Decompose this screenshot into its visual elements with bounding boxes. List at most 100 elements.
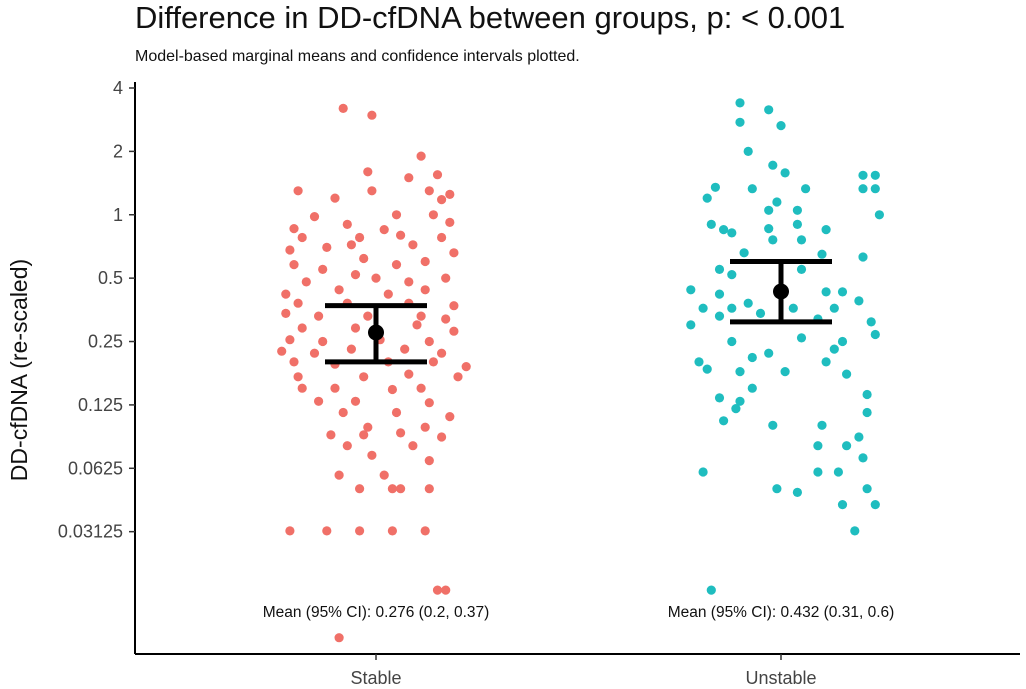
- stable-point: [404, 369, 414, 379]
- unstable-point: [747, 383, 757, 393]
- stable-point: [293, 372, 303, 382]
- unstable-point: [755, 308, 766, 318]
- unstable-point: [768, 235, 778, 245]
- stable-point: [441, 273, 451, 283]
- unstable-point: [866, 317, 876, 327]
- unstable-point: [698, 303, 708, 313]
- y-tick-label: 2: [113, 141, 123, 161]
- unstable-point: [747, 184, 757, 194]
- stable-point: [449, 301, 459, 311]
- stable-mean-point: [368, 324, 384, 341]
- stable-point: [363, 311, 373, 321]
- stable-point: [367, 450, 377, 460]
- stable-point: [432, 170, 443, 180]
- stable-point: [400, 344, 410, 354]
- unstable-point: [780, 168, 790, 178]
- stable-point: [281, 289, 291, 299]
- unstable-point: [858, 252, 868, 262]
- stable-point: [338, 407, 348, 418]
- stable-point: [359, 372, 369, 382]
- unstable-point: [796, 333, 807, 343]
- stable-point: [424, 484, 434, 494]
- chart-title: Difference in DD-cfDNA between groups, p…: [135, 0, 846, 35]
- unstable-point: [743, 146, 753, 156]
- unstable-point: [862, 407, 872, 418]
- stable-point: [359, 430, 369, 440]
- y-tick-label: 4: [113, 78, 123, 98]
- unstable-point: [837, 500, 848, 510]
- unstable-point: [698, 467, 708, 477]
- stable-point: [363, 422, 373, 432]
- chart-subtitle: Model-based marginal means and confidenc…: [135, 48, 580, 65]
- unstable-point: [817, 249, 827, 259]
- stable-point: [350, 323, 361, 333]
- unstable-point: [764, 205, 774, 215]
- stable-point: [297, 232, 307, 243]
- unstable-point: [829, 344, 839, 354]
- unstable-point: [796, 235, 807, 245]
- unstable-point: [735, 396, 745, 406]
- stable-point: [350, 396, 361, 406]
- unstable-point: [768, 420, 778, 430]
- stable-point: [309, 348, 320, 358]
- stable-point: [396, 484, 406, 494]
- stable-point: [297, 383, 307, 393]
- stable-point: [404, 173, 414, 183]
- stable-point: [322, 526, 332, 536]
- stable-point: [461, 362, 471, 372]
- unstable-point: [821, 287, 831, 297]
- stable-point: [420, 256, 430, 267]
- unstable-point: [686, 320, 696, 330]
- unstable-point: [719, 416, 729, 426]
- stable-point: [453, 372, 463, 382]
- stable-point: [383, 289, 393, 299]
- unstable-point: [792, 205, 803, 215]
- stable-point: [371, 273, 381, 283]
- stable-point: [420, 422, 430, 432]
- unstable-point: [727, 270, 737, 280]
- stable-point: [445, 217, 455, 227]
- stable-point: [314, 396, 324, 406]
- stable-point: [416, 383, 426, 393]
- stable-point: [322, 242, 332, 252]
- unstable-point: [764, 105, 774, 115]
- stable-point: [445, 189, 455, 199]
- stable-point: [285, 526, 295, 536]
- unstable-point: [862, 484, 872, 494]
- unstable-point: [714, 311, 725, 321]
- stable-point: [416, 151, 426, 161]
- stable-point: [387, 484, 397, 494]
- stable-point: [387, 526, 397, 536]
- stable-point: [420, 285, 430, 295]
- stable-point: [297, 323, 307, 333]
- stable-point: [346, 344, 356, 354]
- stable-point: [379, 225, 389, 235]
- stable-point: [420, 526, 430, 536]
- unstable-point: [747, 352, 757, 363]
- stable-point: [432, 585, 443, 595]
- stable-point: [314, 311, 324, 321]
- stable-point: [289, 260, 299, 270]
- unstable-point: [801, 184, 811, 194]
- stable-point: [404, 277, 414, 287]
- stable-point: [437, 432, 447, 442]
- stable-point: [428, 357, 438, 367]
- unstable-point: [772, 197, 782, 207]
- stable-point: [437, 348, 447, 358]
- unstable-point: [735, 117, 745, 127]
- stable-point: [367, 186, 377, 196]
- unstable-point: [702, 364, 712, 374]
- stable-point: [293, 186, 303, 196]
- stable-point: [424, 186, 434, 196]
- unstable-point: [788, 303, 798, 313]
- stable-mean-annotation: Mean (95% CI): 0.276 (0.2, 0.37): [263, 604, 490, 621]
- stable-point: [342, 219, 352, 229]
- unstable-point: [714, 289, 725, 299]
- unstable-point: [837, 287, 848, 297]
- unstable-point: [870, 170, 880, 180]
- stable-point: [408, 441, 418, 451]
- unstable-point: [694, 357, 704, 367]
- unstable-point: [735, 98, 745, 108]
- unstable-point: [858, 453, 868, 463]
